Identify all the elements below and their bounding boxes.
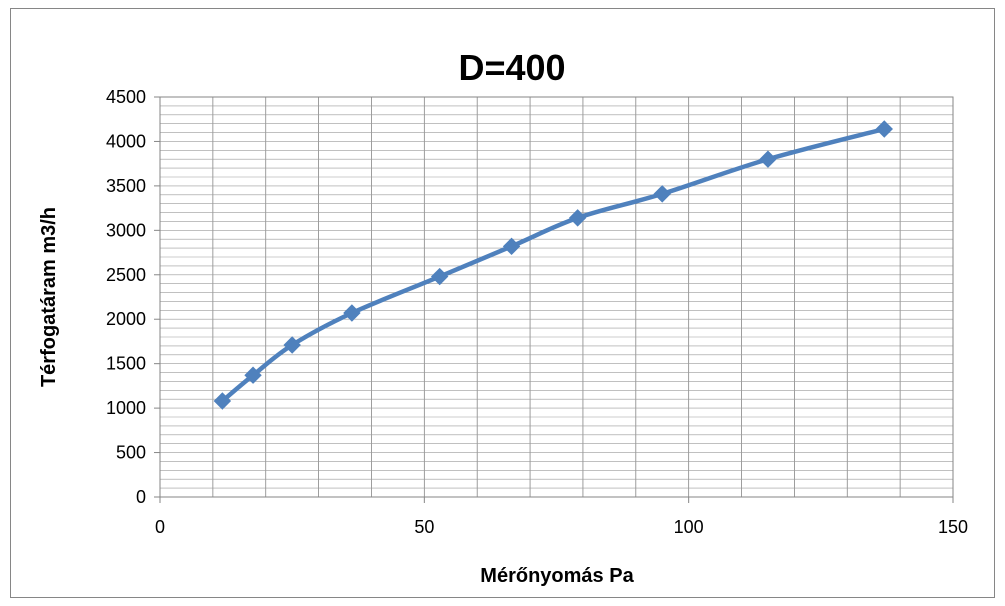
axes (154, 96, 954, 503)
data-point-marker (213, 392, 232, 410)
data-point-marker (568, 209, 587, 227)
y-tick-label: 500 (116, 443, 146, 463)
y-tick-label: 1500 (106, 354, 146, 374)
y-tick-label: 0 (136, 487, 146, 507)
y-tick-label: 3500 (106, 176, 146, 196)
x-tick-label: 100 (674, 517, 704, 537)
y-tick-label: 1000 (106, 398, 146, 418)
series-layer (213, 120, 893, 410)
data-point-marker (759, 150, 777, 168)
y-tick-label: 4500 (106, 87, 146, 107)
chart-frame (10, 8, 995, 598)
plot-area (159, 96, 954, 498)
series-line (220, 126, 885, 403)
x-tick-label: 0 (155, 517, 165, 537)
data-point-marker (283, 336, 301, 354)
tick-labels: 0 50 100 1500500100015002000250030003500400… (106, 87, 968, 537)
data-point-marker (430, 267, 449, 286)
data-point-marker (653, 185, 671, 203)
x-tick-label: 150 (938, 517, 968, 537)
data-point-marker (244, 366, 262, 384)
data-point-marker (502, 237, 521, 256)
y-axis-label: Térfogatáram m3/h (38, 207, 60, 387)
y-tick-label: 2000 (106, 309, 146, 329)
y-tick-label: 4000 (106, 131, 146, 151)
x-tick-label: 50 (414, 517, 434, 537)
y-tick-label: 3000 (106, 220, 146, 240)
data-point-marker (875, 120, 893, 138)
data-point-marker (343, 304, 361, 322)
grid-lines (160, 97, 953, 497)
y-tick-label: 2500 (106, 265, 146, 285)
x-axis-label: Mérőnyomás Pa (480, 565, 634, 587)
chart-title: D=400 (458, 47, 565, 88)
